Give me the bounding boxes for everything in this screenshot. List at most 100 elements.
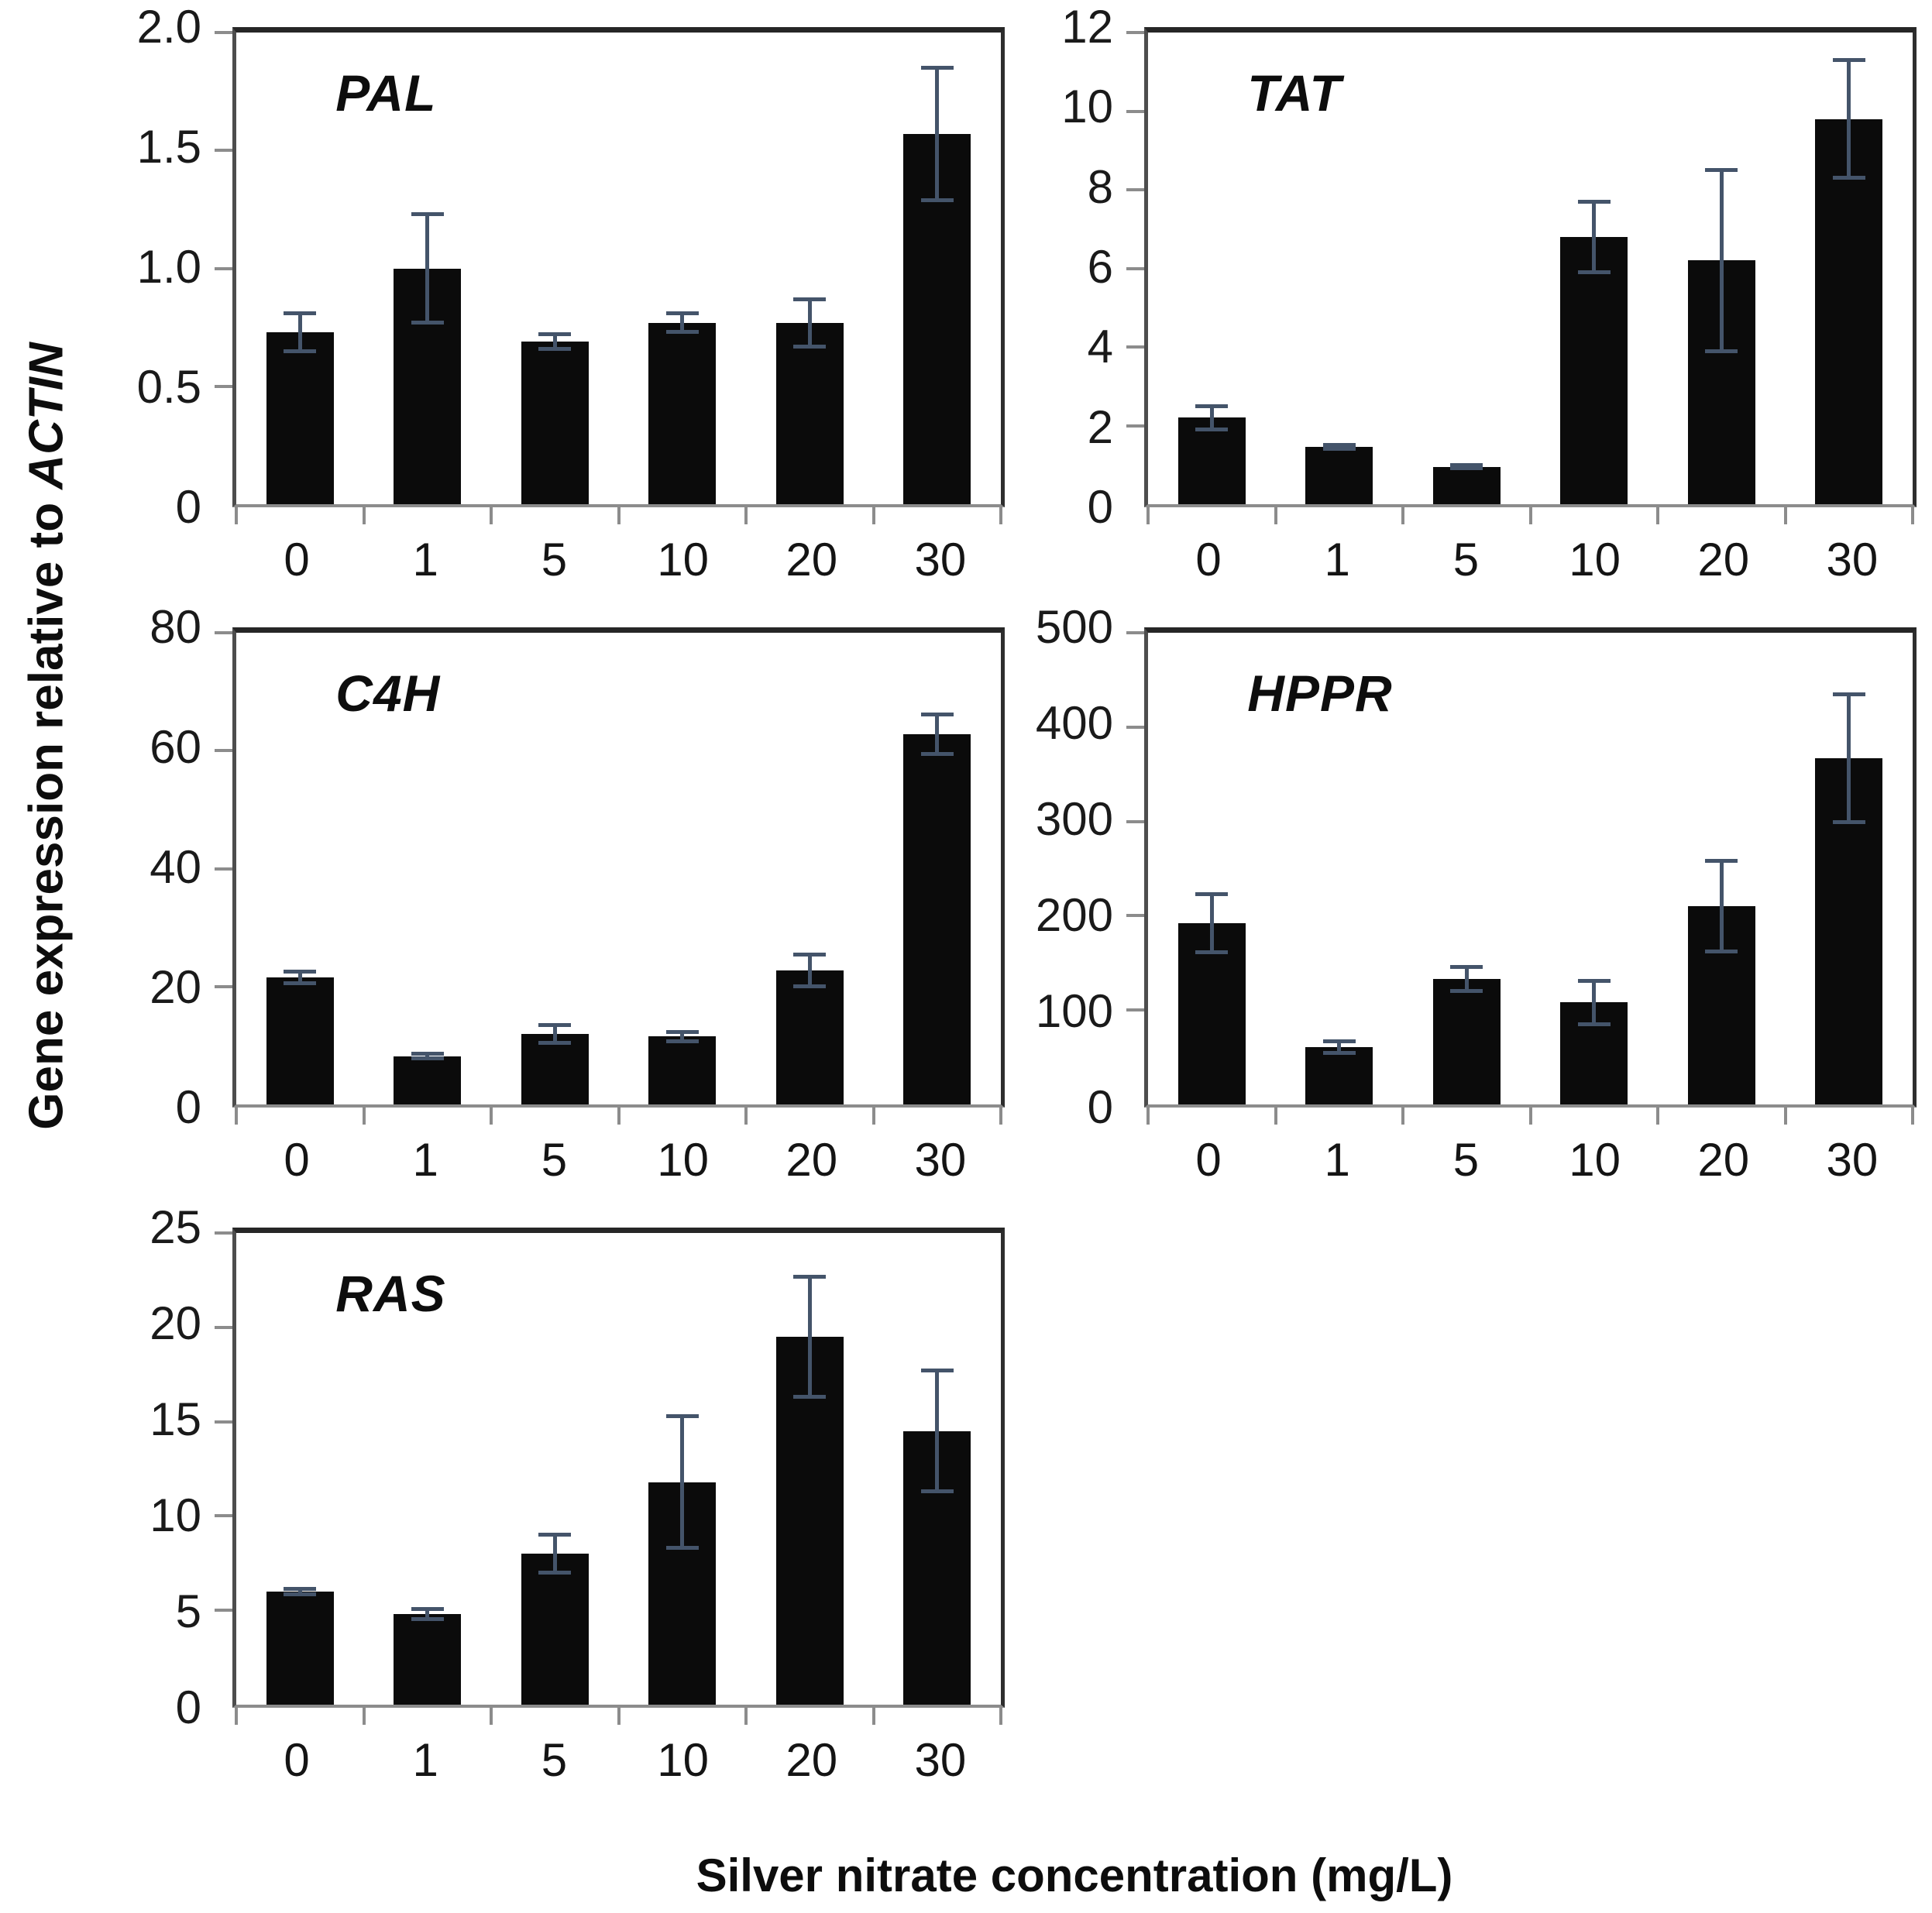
error-bar-cap <box>665 1546 699 1551</box>
error-bar-cap <box>284 1592 317 1596</box>
y-tick-mark <box>215 1609 232 1612</box>
y-tick-label: 0 <box>175 1681 201 1733</box>
x-tick-label: 0 <box>284 1734 310 1786</box>
x-tick-mark <box>235 1708 238 1725</box>
y-tick-label: 100 <box>1035 985 1113 1037</box>
x-tick-mark <box>1911 1108 1914 1125</box>
x-axis-title: Silver nitrate concentration (mg/L) <box>696 1849 1453 1901</box>
error-bar-cap <box>1705 859 1738 864</box>
y-tick-mark <box>215 631 232 634</box>
x-tick-label: 5 <box>541 534 568 586</box>
x-tick-mark <box>490 1108 493 1125</box>
error-bar-cap <box>920 1489 954 1494</box>
error-bar-stem <box>1464 967 1469 991</box>
x-tick-label: 5 <box>541 1134 568 1186</box>
y-axis-ticks: 0 5 10 15 20 25 <box>93 1204 232 1731</box>
error-bar-cap <box>1705 349 1738 353</box>
error-bar-cap <box>1322 443 1356 448</box>
y-tick-label: 1.0 <box>136 241 201 293</box>
x-tick-label: 30 <box>1826 1134 1879 1186</box>
error-bar-stem <box>425 214 430 323</box>
error-bar-cap <box>1450 463 1483 468</box>
x-tick-mark <box>1146 1108 1150 1125</box>
y-tick-label: 0 <box>1087 1081 1113 1133</box>
error-bar-stem <box>1719 170 1724 352</box>
error-bar-stem <box>1592 201 1597 273</box>
error-bar-cap <box>1450 964 1483 969</box>
error-bar-cap <box>1832 176 1865 180</box>
error-bar-cap <box>1577 1022 1611 1026</box>
error-bar-stem <box>935 1370 940 1492</box>
error-bar-stem <box>935 67 940 201</box>
error-bar-stem <box>1592 981 1597 1025</box>
y-tick-label: 60 <box>150 721 201 773</box>
error-bar-cap <box>1195 950 1229 955</box>
y-tick-label: 20 <box>150 1297 201 1349</box>
error-bar-cap <box>793 984 827 989</box>
x-tick-mark <box>1401 1108 1404 1125</box>
error-bar-stem <box>297 971 302 984</box>
error-bar-cap <box>1577 978 1611 983</box>
y-tick-mark <box>1126 188 1144 191</box>
y-tick-mark <box>1126 109 1144 113</box>
y-tick-mark <box>215 984 232 988</box>
y-tick-mark <box>215 749 232 753</box>
error-bar-stem <box>425 1609 430 1619</box>
error-bar-stem <box>1719 860 1724 952</box>
y-tick-label: 1.5 <box>136 121 201 173</box>
chart-panel-c4h: 0 20 40 60 80 C4H 0 1 5 10 20 30 <box>93 604 1005 1224</box>
plot-wrap: RAS 0 1 5 10 20 30 <box>215 1228 1005 1824</box>
error-bar-cap <box>538 346 572 351</box>
x-tick-label: 30 <box>914 1134 967 1186</box>
y-tick-mark <box>215 384 232 388</box>
x-tick-label: 1 <box>412 1134 438 1186</box>
bar-c4h-0 <box>266 977 334 1104</box>
y-tick-mark <box>1126 266 1144 270</box>
x-tick-mark <box>999 1708 1002 1725</box>
plot-area-ras: RAS <box>215 1228 1005 1725</box>
x-tick-mark <box>1146 507 1150 524</box>
error-bar-cap <box>1577 270 1611 275</box>
y-tick-label: 10 <box>1061 81 1113 133</box>
error-bar-cap <box>1322 1039 1356 1043</box>
x-tick-mark <box>362 507 366 524</box>
error-bar-cap <box>284 311 317 315</box>
bar-c4h-30 <box>903 733 971 1104</box>
bar-pal-10 <box>648 322 717 504</box>
y-tick-label: 400 <box>1035 697 1113 749</box>
y-axis-title: Gene expression relative to ACTIN <box>19 342 74 1129</box>
error-bar-stem <box>1337 445 1342 449</box>
y-axis-title-text: Gene expression relative to <box>19 489 74 1130</box>
error-bar-cap <box>284 1586 317 1591</box>
error-bar-stem <box>552 1534 557 1573</box>
bar-ras-5 <box>521 1554 589 1705</box>
panel-title-ras: RAS <box>335 1264 446 1322</box>
bar-ras-1 <box>394 1614 462 1705</box>
y-tick-mark <box>215 31 232 34</box>
x-tick-mark <box>744 507 748 524</box>
bar-hppr-5 <box>1432 979 1501 1104</box>
y-tick-mark <box>215 1514 232 1518</box>
x-tick-label: 0 <box>284 1134 310 1186</box>
x-tick-mark <box>1656 507 1659 524</box>
bar-tat-30 <box>1815 118 1883 504</box>
y-axis-ticks: 0 0.5 1.0 1.5 2.0 <box>93 4 232 531</box>
error-bar-cap <box>920 713 954 717</box>
y-tick-label: 500 <box>1035 601 1113 653</box>
bar-ras-0 <box>266 1591 334 1705</box>
x-tick-label: 10 <box>1569 534 1621 586</box>
x-tick-mark <box>1656 1108 1659 1125</box>
error-bar-stem <box>1209 894 1214 953</box>
error-bar-cap <box>793 953 827 957</box>
x-tick-mark <box>744 1708 748 1725</box>
error-bar-stem <box>680 1416 685 1548</box>
x-tick-label: 30 <box>914 1734 967 1786</box>
error-bar-cap <box>1322 1050 1356 1055</box>
y-axis-ticks: 0 100 200 300 400 500 <box>1005 604 1144 1131</box>
error-bar-cap <box>284 981 317 986</box>
y-tick-mark <box>1126 725 1144 729</box>
x-tick-mark <box>617 1108 621 1125</box>
error-bar-cap <box>793 1395 827 1400</box>
error-bar-stem <box>807 1276 812 1397</box>
